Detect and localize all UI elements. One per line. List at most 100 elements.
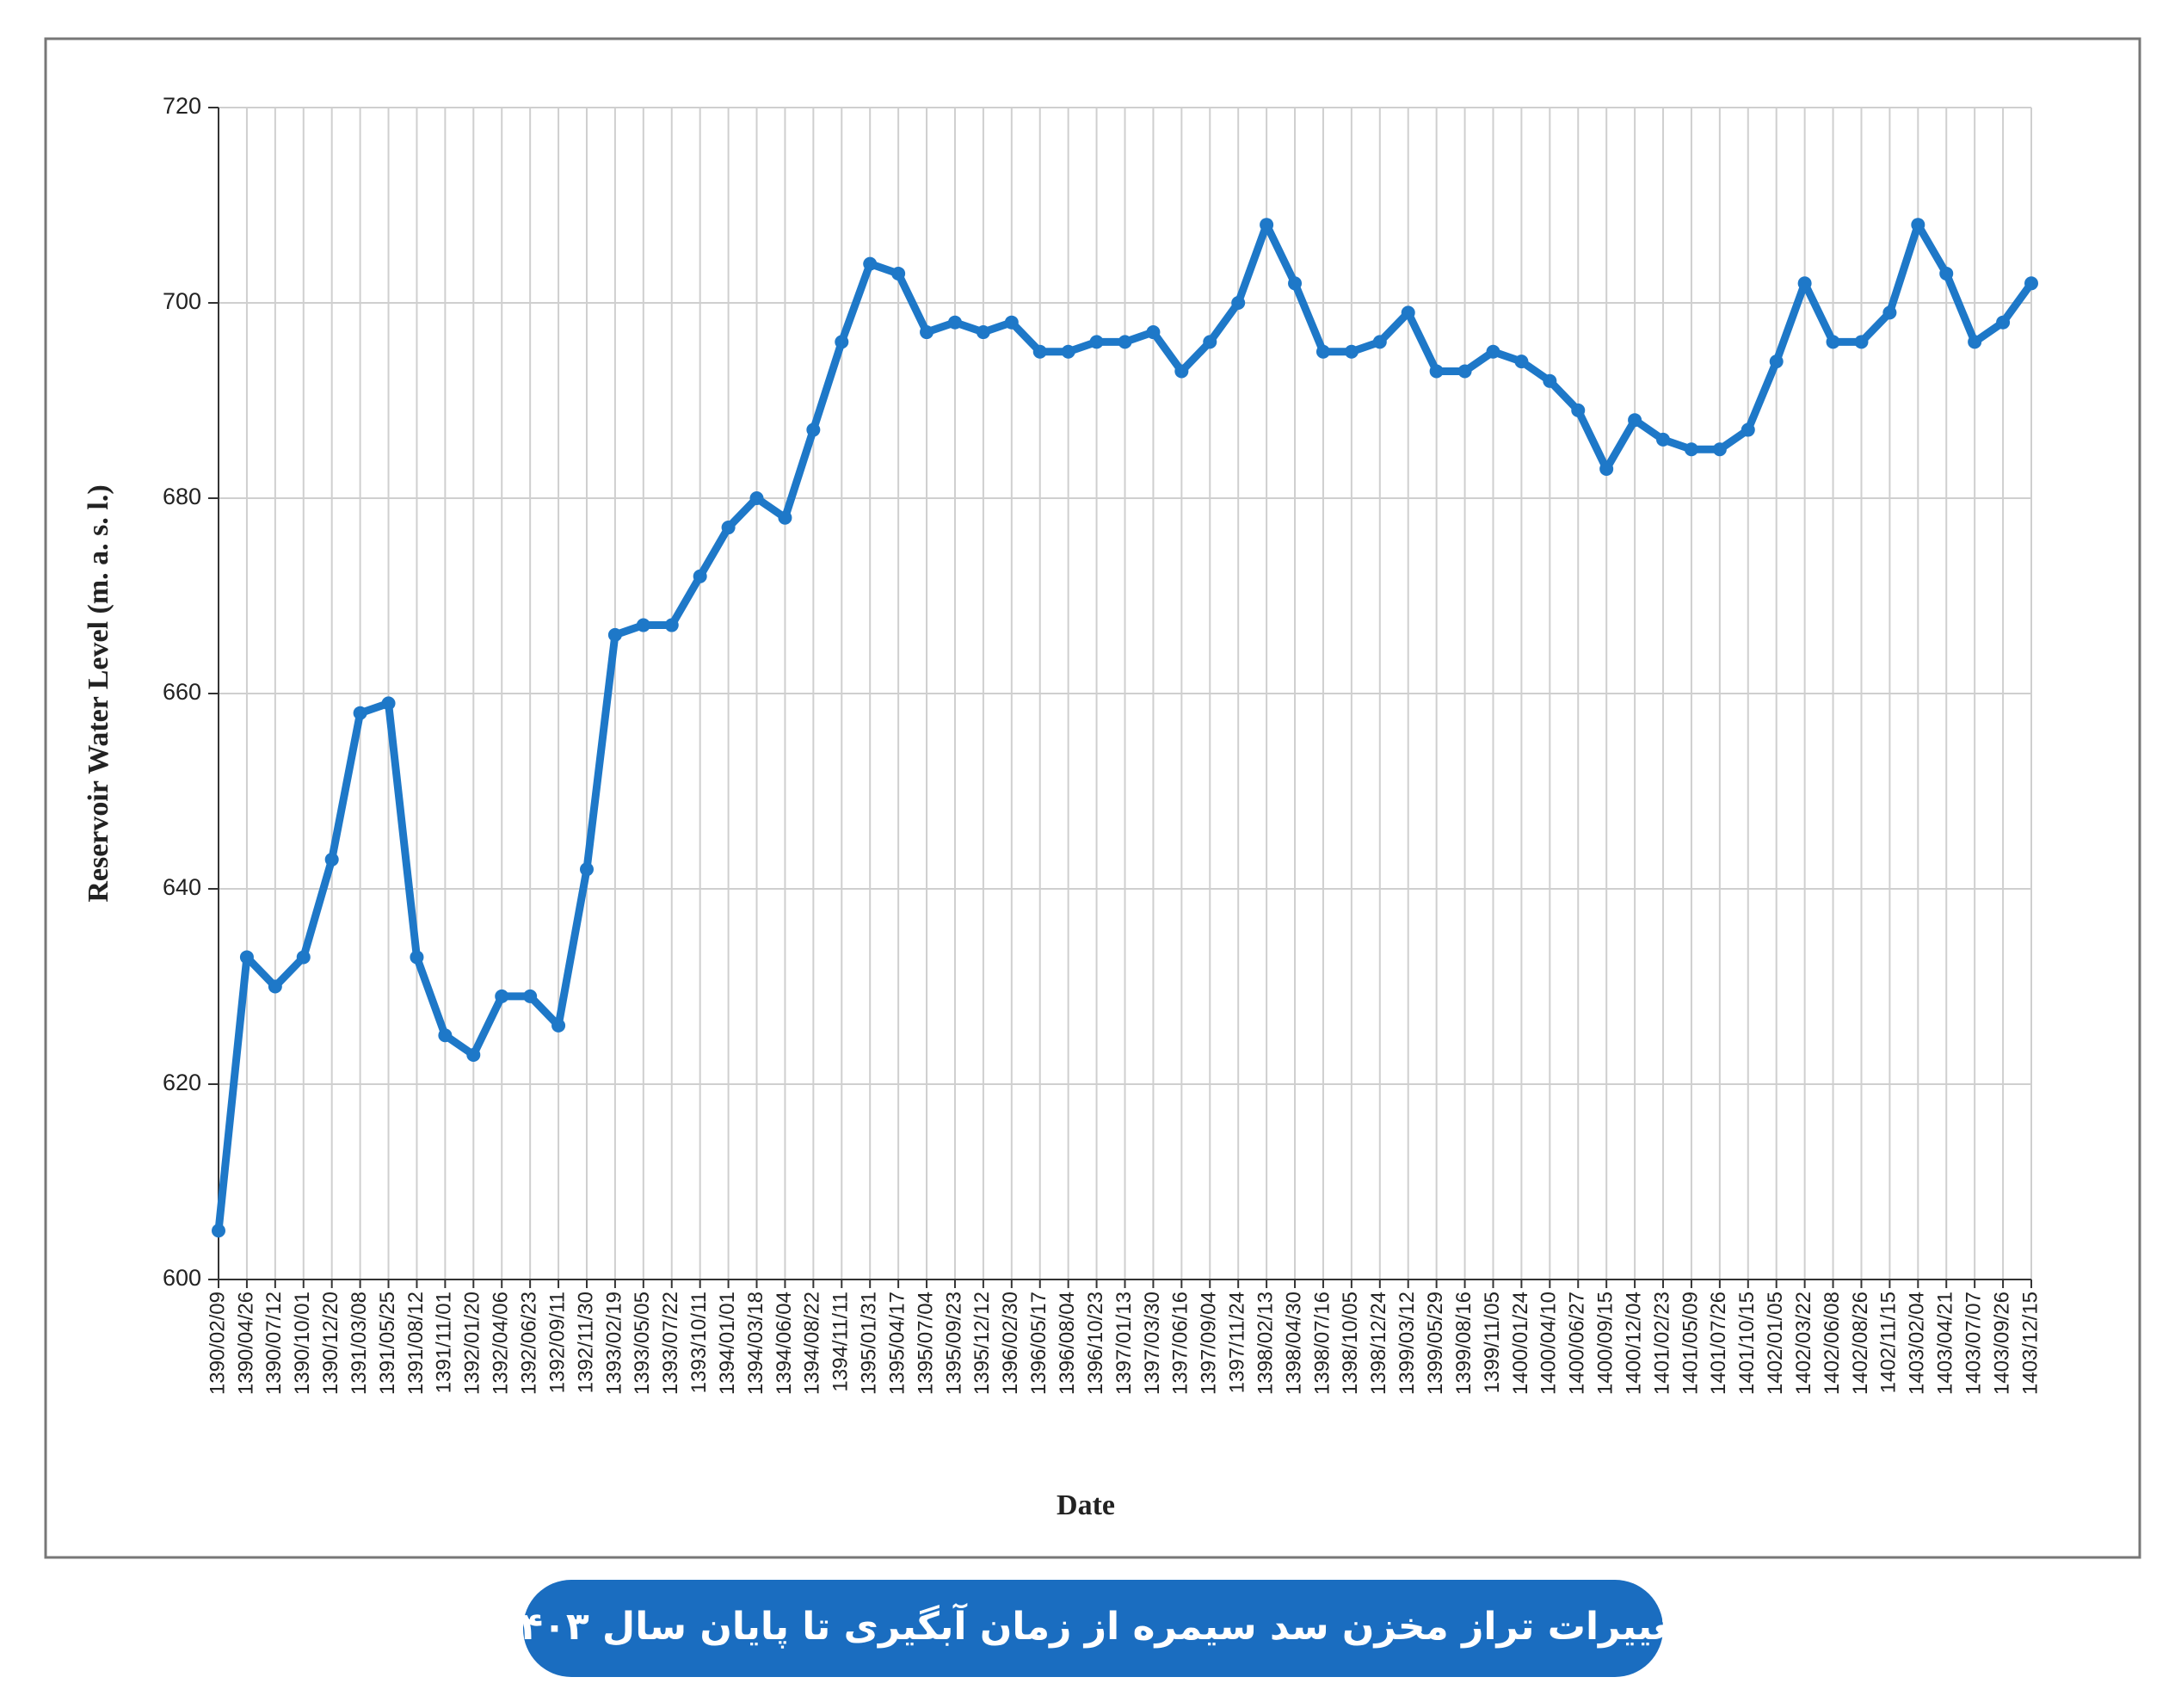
y-tick-label: 660 (163, 679, 201, 705)
data-point (268, 979, 282, 994)
x-tick-label: 1393/07/22 (659, 1292, 682, 1395)
x-tick-label: 1390/07/12 (262, 1292, 286, 1395)
data-point (749, 491, 764, 505)
x-tick-label: 1403/09/26 (1990, 1292, 2013, 1395)
y-tick-label: 620 (163, 1070, 201, 1095)
x-tick-label: 1398/10/05 (1339, 1292, 1362, 1395)
y-tick-label: 600 (163, 1265, 201, 1291)
data-point (1457, 364, 1472, 379)
x-tick-label: 1395/07/04 (914, 1292, 937, 1395)
data-point (1656, 432, 1671, 447)
y-axis-title: Reservoir Water Level (m. a. s. l.) (83, 484, 114, 902)
x-tick-label: 1398/02/13 (1254, 1292, 1277, 1395)
x-tick-label: 1395/01/31 (858, 1292, 881, 1395)
x-tick-label: 1396/05/17 (1027, 1292, 1051, 1395)
data-point (891, 266, 906, 281)
x-tick-label: 1398/04/30 (1282, 1292, 1305, 1395)
data-point (1712, 442, 1727, 457)
x-tick-label: 1396/02/30 (999, 1292, 1022, 1395)
x-tick-label: 1391/11/01 (433, 1292, 456, 1393)
y-tick-label: 640 (163, 874, 201, 900)
x-tick-label: 1390/02/09 (206, 1292, 229, 1395)
x-tick-label: 1400/06/27 (1566, 1292, 1589, 1395)
x-tick-label: 1399/11/05 (1481, 1292, 1504, 1393)
x-tick-label: 1390/04/26 (234, 1292, 257, 1395)
data-point (1911, 218, 1925, 232)
data-point (1514, 355, 1529, 369)
data-point (1996, 315, 2011, 330)
data-point (1372, 335, 1387, 349)
x-tick-label: 1403/02/04 (1906, 1292, 1929, 1395)
data-point (1231, 296, 1246, 310)
data-point (1061, 344, 1075, 359)
data-point (381, 696, 396, 711)
data-point (551, 1018, 566, 1033)
x-tick-label: 1401/07/26 (1707, 1292, 1730, 1395)
x-tick-label: 1393/05/05 (631, 1292, 654, 1395)
data-point (721, 521, 736, 535)
data-point (1486, 344, 1500, 359)
x-tick-label: 1392/09/11 (545, 1292, 569, 1393)
x-tick-label: 1397/01/13 (1112, 1292, 1136, 1395)
x-tick-label: 1394/03/18 (744, 1292, 767, 1395)
data-point (1118, 335, 1132, 349)
data-point (1684, 442, 1698, 457)
data-point (1004, 315, 1019, 330)
x-tick-label: 1403/04/21 (1934, 1292, 1957, 1395)
data-point (1146, 325, 1161, 340)
x-tick-label: 1396/10/23 (1084, 1292, 1107, 1395)
data-point (1344, 344, 1359, 359)
data-point (1769, 355, 1784, 369)
data-point (835, 335, 849, 349)
x-tick-label: 1401/05/09 (1679, 1292, 1702, 1395)
data-point (636, 618, 650, 632)
x-tick-label: 1399/05/29 (1424, 1292, 1447, 1395)
x-tick-label: 1400/12/04 (1622, 1292, 1645, 1395)
x-tick-label: 1398/07/16 (1310, 1292, 1334, 1395)
y-tick-label: 720 (163, 93, 201, 119)
data-point (1571, 403, 1586, 417)
data-point (466, 1047, 481, 1062)
data-point (1288, 276, 1303, 291)
x-tick-label: 1391/08/12 (404, 1292, 428, 1395)
data-point (947, 315, 962, 330)
data-point (607, 627, 622, 642)
data-point (1628, 413, 1642, 428)
title-banner (523, 1580, 1663, 1677)
data-point (1032, 344, 1047, 359)
x-tick-label: 1397/03/30 (1141, 1292, 1164, 1395)
data-point (1089, 335, 1104, 349)
x-tick-label: 1402/11/15 (1877, 1292, 1901, 1393)
data-point (664, 618, 679, 632)
frame (44, 37, 2141, 1559)
data-point (353, 706, 367, 720)
data-point (1826, 335, 1840, 349)
data-point (495, 989, 509, 1003)
x-tick-label: 1391/05/25 (376, 1292, 399, 1395)
x-tick-label: 1395/09/23 (942, 1292, 965, 1395)
data-point (1401, 305, 1415, 320)
data-point (1939, 266, 1954, 281)
data-point (2024, 276, 2038, 291)
data-point (212, 1224, 225, 1238)
x-tick-label: 1399/03/12 (1396, 1292, 1419, 1395)
x-tick-label: 1400/09/15 (1594, 1292, 1617, 1395)
x-tick-label: 1393/02/19 (602, 1292, 625, 1395)
x-tick-label: 1395/04/17 (885, 1292, 909, 1395)
x-tick-label: 1396/08/04 (1056, 1292, 1079, 1395)
data-point (239, 950, 254, 965)
data-point (1797, 276, 1812, 291)
x-tick-label: 1402/06/08 (1821, 1292, 1844, 1395)
data-point (1882, 305, 1897, 320)
x-tick-label: 1394/08/22 (801, 1292, 824, 1395)
data-point (863, 256, 878, 271)
data-point (1203, 335, 1217, 349)
data-point (523, 989, 538, 1003)
x-tick-label: 1397/11/24 (1226, 1292, 1249, 1393)
x-tick-label: 1393/10/11 (687, 1292, 711, 1393)
data-point (693, 569, 707, 583)
data-point (438, 1028, 453, 1043)
data-point (410, 950, 424, 965)
x-tick-label: 1401/10/15 (1735, 1292, 1759, 1395)
